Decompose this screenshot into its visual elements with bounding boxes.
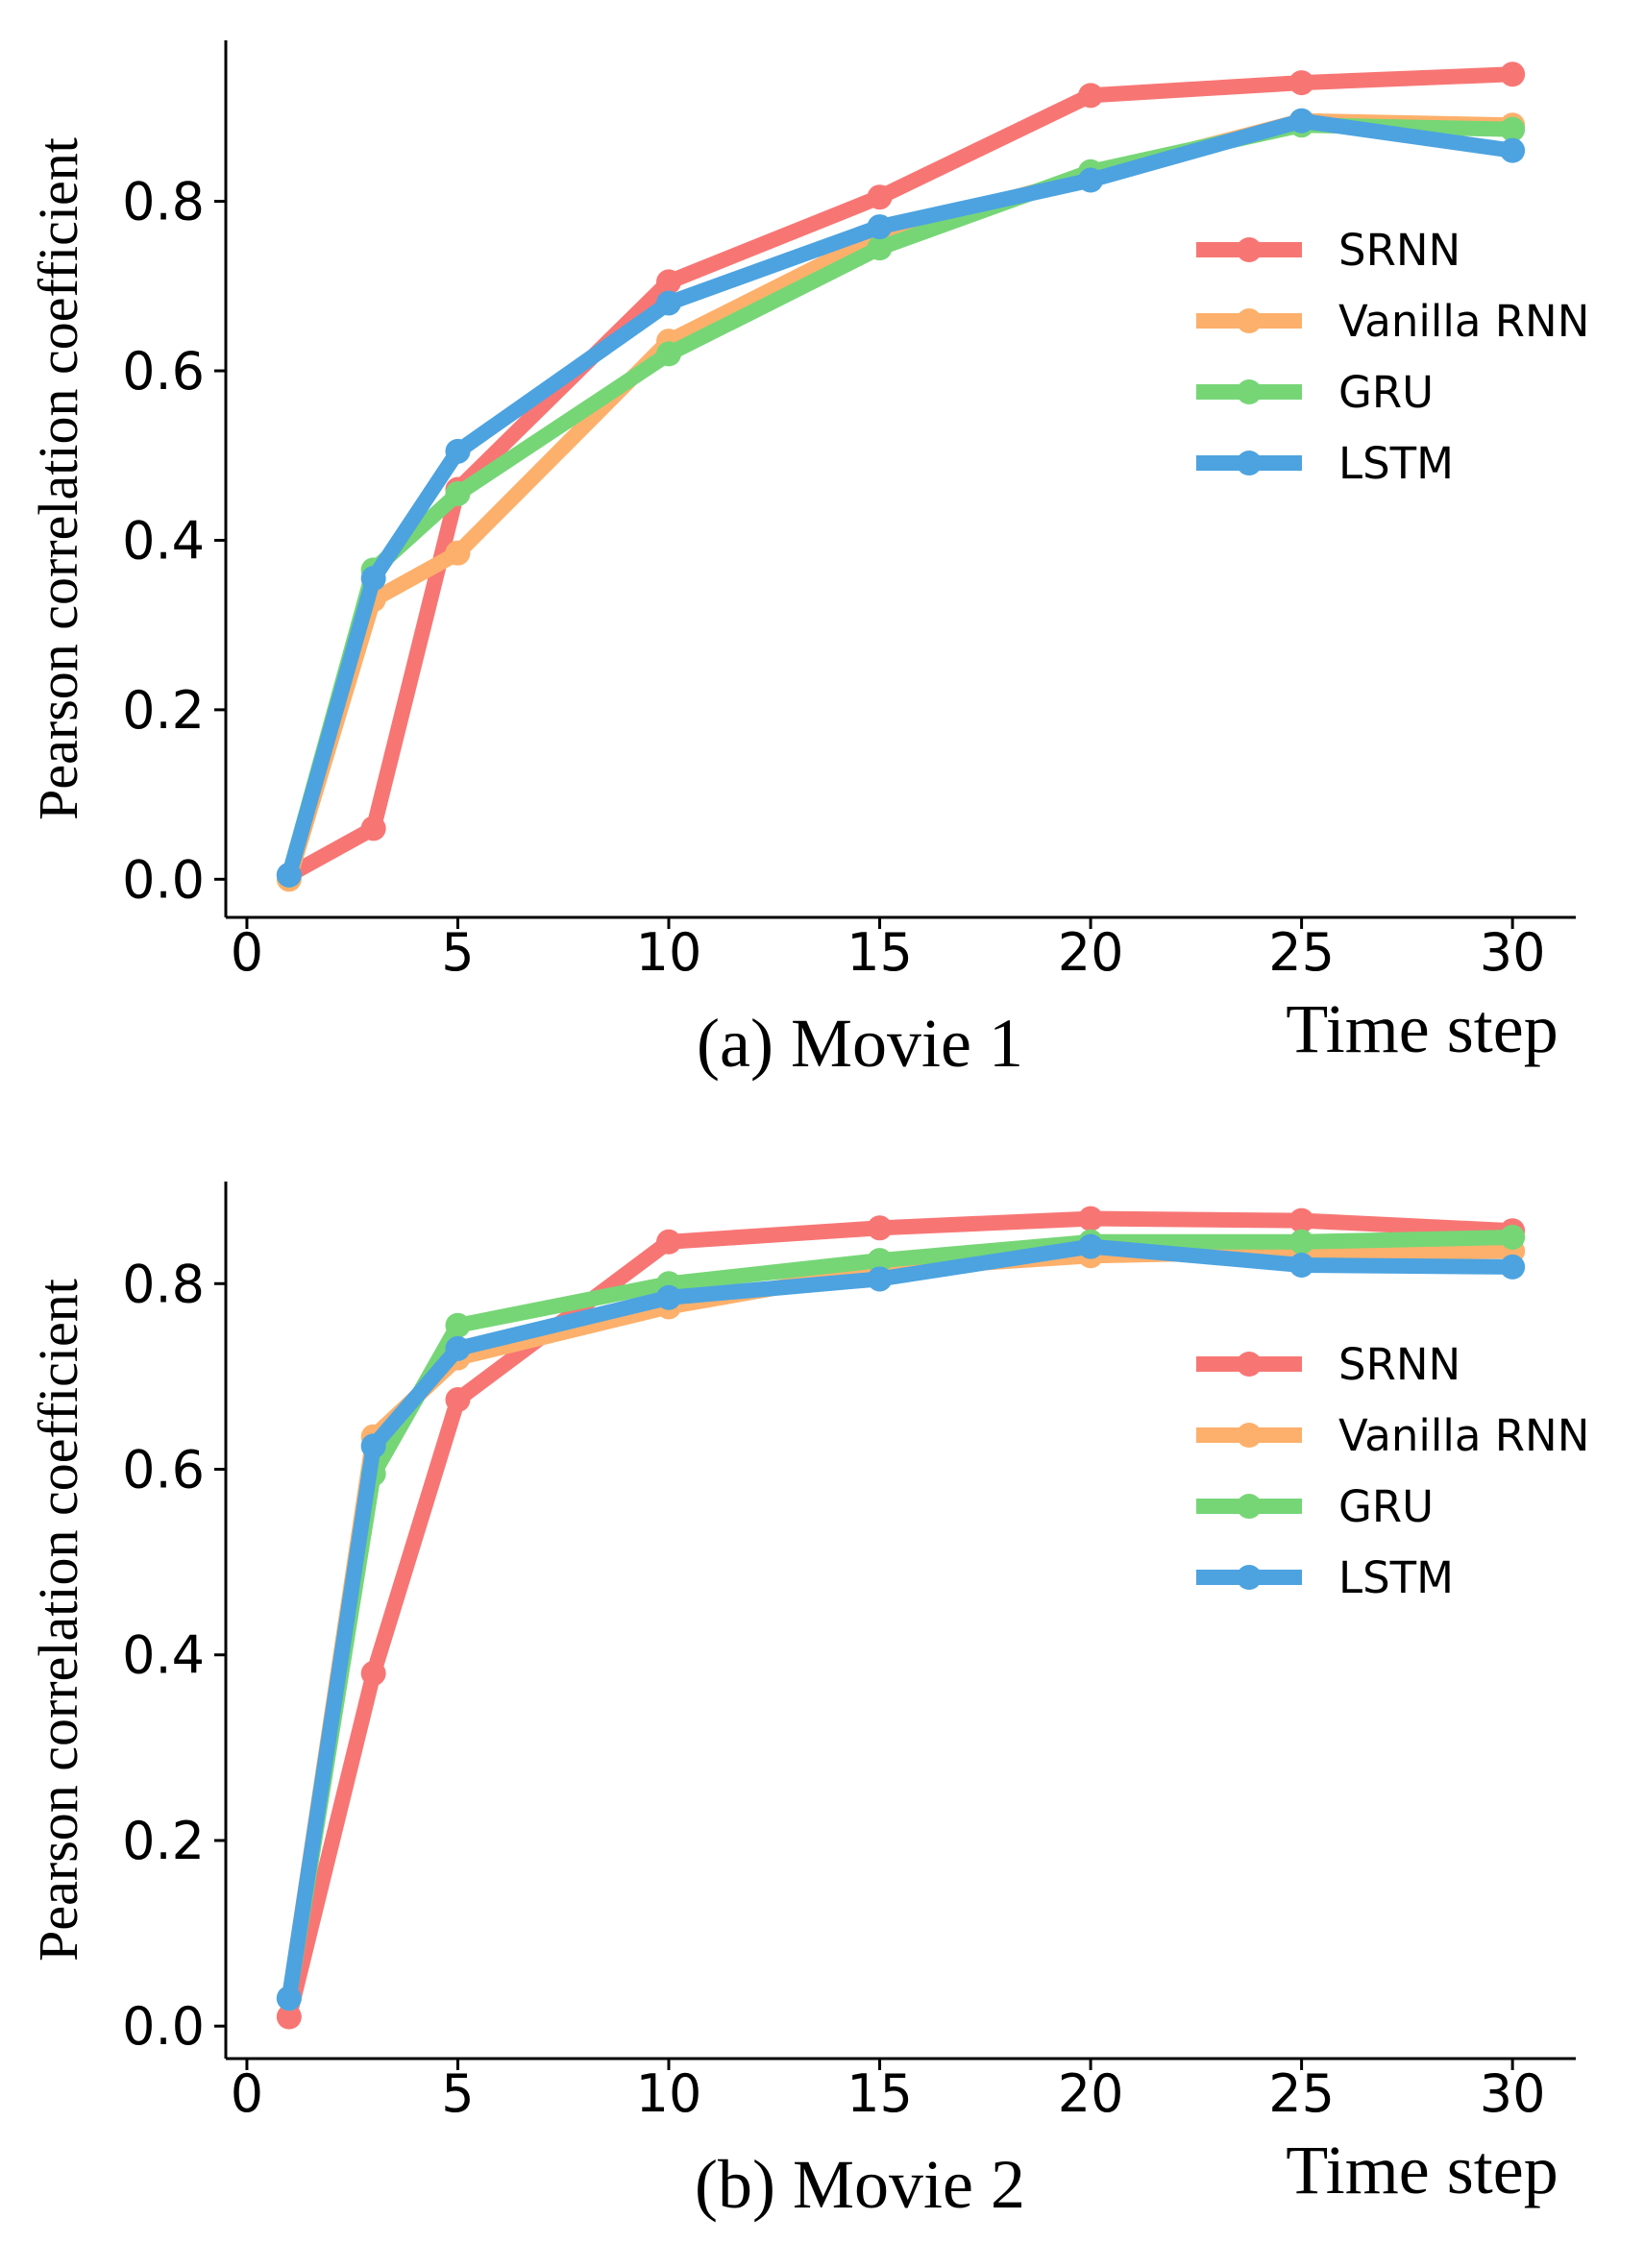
chart1-legend-marker-vanilla-rnn	[1237, 308, 1262, 333]
chart2-series-gru-point	[867, 1248, 893, 1274]
chart1-legend-label-vanilla-rnn: Vanilla RNN	[1338, 296, 1589, 347]
chart2-series-lstm	[276, 1233, 1526, 2012]
chart2-y-tick-label: 0.6	[122, 1440, 205, 1500]
chart1-x-tick-label: 0	[231, 922, 263, 983]
chart2-series-gru-point	[1500, 1224, 1526, 1250]
chart2-series-srnn-point	[276, 2004, 302, 2030]
chart1-y-tick-label: 0.2	[122, 680, 205, 741]
chart1-series-gru-point	[656, 341, 682, 367]
chart1-series-gru-line	[281, 117, 1521, 883]
chart1-series-lstm-point	[1078, 167, 1104, 193]
chart2-x-tick-label: 0	[231, 2063, 263, 2124]
chart2-series-lstm-point	[445, 1335, 471, 1361]
chart1-x-tick-label: 20	[1058, 922, 1124, 983]
chart2-x-tick-label: 20	[1058, 2063, 1124, 2124]
chart1-legend-label-srnn: SRNN	[1338, 225, 1460, 276]
chart1-panel: 0.0 0.2 0.4 0.6 0.8 0 5 10 15 20 25 30 Pearson corre…	[27, 40, 1589, 1082]
chart2-panel: 0.0 0.2 0.4 0.6 0.8 0 5 10 15 20 25 30 Pearson corre…	[27, 1182, 1589, 2223]
chart2-x-tick-label: 5	[441, 2063, 474, 2124]
chart1-legend: SRNN Vanilla RNN GRU LSTM	[1196, 225, 1589, 489]
chart1-y-axis-label: Pearson correlation coefficient	[27, 137, 89, 820]
chart2-series-srnn-point	[1288, 1207, 1314, 1233]
chart1-series-srnn-point	[1500, 61, 1526, 87]
chart1-y-tick-label: 0.6	[122, 341, 205, 402]
chart2-series-srnn-point	[867, 1215, 893, 1241]
chart1-x-tick-label: 25	[1268, 922, 1335, 983]
chart2-series-lstm-point	[1500, 1254, 1526, 1280]
chart1-series-srnn-point	[867, 184, 893, 210]
chart1-series-srnn-point	[360, 816, 386, 841]
chart1-series-lstm-point	[656, 290, 682, 316]
chart2-x-tick-label: 15	[847, 2063, 913, 2124]
chart2-series-srnn-line	[281, 1210, 1521, 2025]
chart2-series-vanilla-rnn-line	[281, 1243, 1521, 2007]
chart1-legend-marker-lstm	[1237, 451, 1262, 476]
chart2-legend-marker-lstm	[1237, 1565, 1262, 1590]
chart2-x-tick-label: 30	[1480, 2063, 1546, 2124]
chart2-y-tick-label: 0.4	[122, 1625, 205, 1686]
chart1-legend-marker-srnn	[1237, 237, 1262, 262]
chart1-legend-label-lstm: LSTM	[1338, 438, 1454, 489]
chart1-x-tick-label: 30	[1480, 922, 1546, 983]
chart2-series-lstm-point	[867, 1266, 893, 1292]
chart1-series-gru-point	[445, 480, 471, 506]
chart2-series-lstm-line	[281, 1238, 1521, 2007]
chart2-legend-marker-vanilla-rnn	[1237, 1423, 1262, 1448]
chart1-series-lstm-point	[867, 214, 893, 240]
chart2-series-srnn-point	[445, 1387, 471, 1413]
chart2-series-srnn-point	[360, 1661, 386, 1687]
chart2-legend-marker-srnn	[1237, 1352, 1262, 1377]
chart1-series-lstm-point	[1288, 108, 1314, 134]
chart2-legend-label-srnn: SRNN	[1338, 1339, 1460, 1390]
chart2-series-lstm-point	[360, 1433, 386, 1459]
chart2-legend-label-lstm: LSTM	[1338, 1552, 1454, 1603]
chart1-series-lstm	[276, 108, 1526, 888]
chart2-y-tick-label: 0.2	[122, 1811, 205, 1871]
chart1-series-lstm-line	[281, 112, 1521, 883]
chart1-y-tick-label: 0.0	[122, 849, 205, 910]
chart1-series-lstm-point	[1500, 137, 1526, 163]
chart2-series-lstm-point	[656, 1284, 682, 1310]
chart2-series-srnn-point	[1078, 1206, 1104, 1232]
chart1-series-srnn-point	[656, 269, 682, 295]
chart1-series-lstm-point	[276, 862, 302, 888]
chart1-series-srnn-line	[281, 66, 1521, 883]
chart1-series-srnn-point	[1078, 83, 1104, 109]
chart2-legend-label-gru: GRU	[1338, 1481, 1434, 1532]
chart1-legend-marker-gru	[1237, 379, 1262, 404]
chart2-series-lstm-point	[1288, 1252, 1314, 1278]
chart2-series-gru-point	[445, 1312, 471, 1338]
chart2-x-tick-label: 10	[636, 2063, 702, 2124]
chart1-x-tick-label: 15	[847, 922, 913, 983]
chart2-y-tick-label: 0.0	[122, 1996, 205, 2057]
chart2-series-srnn-point	[656, 1229, 682, 1255]
chart2-series-gru-point	[1288, 1229, 1314, 1255]
chart1-series-srnn-point	[1288, 70, 1314, 96]
chart2-y-tick-label: 0.8	[122, 1254, 205, 1314]
chart1-caption: (a) Movie 1	[697, 1005, 1023, 1082]
chart2-caption: (b) Movie 2	[695, 2146, 1025, 2223]
chart2-x-axis-label: Time step	[1286, 2132, 1558, 2208]
chart1-x-tick-label: 10	[636, 922, 702, 983]
chart1-x-axis-label: Time step	[1286, 990, 1558, 1067]
chart1-series-gru-point	[867, 235, 893, 261]
chart1-series-lstm-point	[360, 566, 386, 592]
chart1-y-tick-label: 0.4	[122, 510, 205, 571]
chart1-series-gru-point	[1500, 116, 1526, 142]
chart2-legend-label-vanilla-rnn: Vanilla RNN	[1338, 1410, 1589, 1461]
chart2-series-gru-line	[281, 1230, 1521, 2007]
chart1-legend-label-gru: GRU	[1338, 367, 1434, 418]
chart2-x-tick-label: 25	[1268, 2063, 1335, 2124]
chart2-series-lstm-point	[276, 1986, 302, 2012]
chart2-y-axis-label: Pearson correlation coefficient	[27, 1279, 89, 1962]
chart2-legend: SRNN Vanilla RNN GRU LSTM	[1196, 1339, 1589, 1603]
chart1-series-vanilla-rnn-point	[445, 540, 471, 566]
chart2-legend-marker-gru	[1237, 1494, 1262, 1519]
chart2-series-lstm-point	[1078, 1233, 1104, 1259]
chart1-x-tick-label: 5	[441, 922, 474, 983]
chart1-y-tick-label: 0.8	[122, 172, 205, 232]
chart1-series-lstm-point	[445, 438, 471, 464]
